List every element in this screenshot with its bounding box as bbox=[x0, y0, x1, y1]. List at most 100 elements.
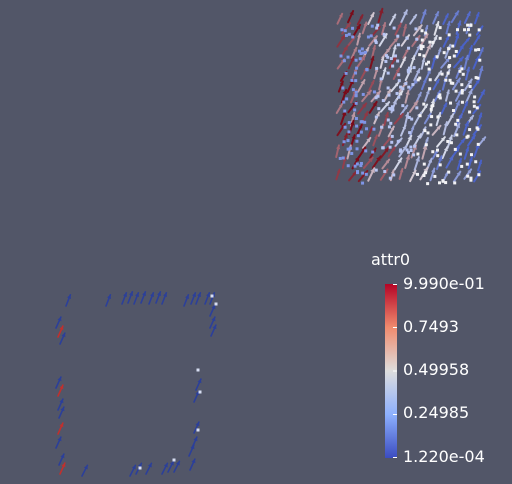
cube-arrow-glyph-head bbox=[428, 158, 433, 163]
cube-point-glyph bbox=[386, 71, 390, 75]
color-legend-title: attr0 bbox=[371, 250, 411, 269]
outline-arrow-glyph-head bbox=[185, 294, 190, 299]
cube-arrow-glyph-head bbox=[455, 147, 459, 152]
cube-point-glyph bbox=[431, 103, 435, 107]
cube-arrow-glyph-head bbox=[392, 100, 397, 105]
cube-point-glyph bbox=[478, 58, 482, 62]
cube-arrow-glyph-head bbox=[391, 147, 395, 152]
cube-arrow-glyph-head bbox=[480, 90, 485, 96]
cube-arrow-glyph-head bbox=[479, 26, 483, 30]
outline-arrow-glyph-head bbox=[147, 463, 152, 468]
outline-arrow-glyph-head bbox=[197, 379, 202, 384]
cube-arrow-glyph-head bbox=[478, 113, 483, 118]
cube-arrow-glyph-head bbox=[464, 55, 470, 61]
cube-arrow-glyph-head bbox=[434, 22, 440, 27]
cube-point-glyph bbox=[440, 72, 444, 76]
glyph-outline-square[interactable] bbox=[55, 291, 218, 477]
cube-point-glyph bbox=[415, 37, 419, 41]
cube-point-glyph bbox=[390, 105, 394, 109]
cube-point-glyph bbox=[358, 57, 362, 61]
cube-arrow-glyph-head bbox=[466, 12, 471, 17]
cube-point-glyph bbox=[424, 171, 428, 175]
cube-point-glyph bbox=[361, 92, 365, 96]
cube-point-glyph bbox=[340, 28, 344, 32]
cube-point-glyph bbox=[452, 54, 456, 58]
outline-point-glyph bbox=[138, 466, 142, 470]
cube-point-glyph bbox=[455, 28, 459, 32]
cube-point-glyph bbox=[384, 59, 388, 63]
cube-point-glyph bbox=[343, 125, 347, 129]
cube-arrow-glyph-head bbox=[372, 101, 377, 107]
cube-point-glyph bbox=[469, 176, 473, 180]
cube-point-glyph bbox=[354, 117, 358, 121]
cube-arrow-glyph-head bbox=[427, 113, 431, 118]
cube-point-glyph bbox=[422, 54, 426, 58]
cube-arrow-glyph-head bbox=[454, 11, 459, 16]
cube-point-glyph bbox=[446, 139, 450, 143]
cube-point-glyph bbox=[454, 89, 458, 93]
cube-point-glyph bbox=[428, 78, 432, 82]
cube-arrow-glyph-head bbox=[455, 78, 460, 83]
cube-arrow-glyph-head bbox=[422, 79, 427, 83]
cube-arrow-glyph-head bbox=[380, 57, 385, 61]
cube-arrow-glyph-head bbox=[411, 55, 416, 61]
cube-point-glyph bbox=[342, 140, 346, 144]
cube-point-glyph bbox=[388, 176, 392, 180]
cube-point-glyph bbox=[401, 104, 405, 108]
cube-arrow-glyph-head bbox=[468, 45, 473, 51]
cube-arrow-glyph-head bbox=[421, 10, 427, 15]
cube-arrow-glyph-head bbox=[393, 38, 398, 43]
cube-arrow-glyph-head bbox=[445, 36, 450, 41]
cube-arrow-glyph-head bbox=[455, 123, 461, 129]
outline-arrow-glyph-head bbox=[195, 391, 200, 396]
glyph-cube[interactable] bbox=[335, 7, 487, 186]
cube-point-glyph bbox=[444, 78, 448, 82]
cube-point-glyph bbox=[407, 66, 411, 70]
cube-point-glyph bbox=[387, 125, 391, 129]
cube-arrow-glyph-head bbox=[431, 168, 436, 173]
color-legend-min-label: 1.220e-04 bbox=[403, 447, 485, 466]
cube-point-glyph bbox=[346, 55, 350, 59]
cube-arrow-glyph-head bbox=[343, 45, 348, 51]
cube-arrow-glyph-head bbox=[464, 102, 468, 106]
cube-point-glyph bbox=[472, 100, 476, 104]
cube-point-glyph bbox=[386, 55, 390, 59]
cube-point-glyph bbox=[341, 86, 345, 90]
cube-arrow-glyph-head bbox=[410, 126, 415, 130]
cube-point-glyph bbox=[377, 107, 381, 111]
cube-point-glyph bbox=[392, 173, 396, 177]
outline-point-glyph bbox=[196, 368, 200, 372]
cube-arrow-glyph-head bbox=[444, 172, 449, 176]
cube-point-glyph bbox=[380, 125, 384, 129]
cube-point-glyph bbox=[427, 67, 431, 71]
cube-point-glyph bbox=[469, 153, 473, 157]
cube-arrow-glyph-head bbox=[358, 124, 363, 129]
cube-arrow-glyph-head bbox=[423, 104, 428, 109]
cube-arrow-glyph-head bbox=[335, 145, 341, 150]
cube-point-glyph bbox=[469, 178, 473, 182]
cube-point-glyph bbox=[466, 174, 470, 178]
cube-arrow-glyph-head bbox=[425, 137, 429, 142]
cube-point-glyph bbox=[415, 106, 419, 110]
cube-point-glyph bbox=[438, 163, 442, 167]
cube-point-glyph bbox=[356, 134, 360, 138]
cube-point-glyph bbox=[468, 128, 472, 132]
cube-point-glyph bbox=[430, 115, 434, 119]
cube-arrow-glyph-head bbox=[370, 13, 375, 18]
cube-point-glyph bbox=[419, 47, 423, 51]
cube-arrow-glyph-head bbox=[412, 14, 417, 19]
cube-arrow-glyph-head bbox=[456, 21, 462, 26]
cube-point-glyph bbox=[476, 76, 480, 80]
cube-point-glyph bbox=[351, 26, 355, 30]
cube-point-glyph bbox=[407, 46, 411, 50]
cube-arrow-glyph-head bbox=[421, 58, 426, 63]
cube-arrow-glyph-head bbox=[375, 91, 381, 96]
outline-point-glyph bbox=[214, 302, 218, 306]
outline-arrow-glyph-head bbox=[192, 292, 197, 297]
cube-arrow-glyph-head bbox=[443, 103, 447, 108]
cube-point-glyph bbox=[405, 36, 409, 40]
color-legend-mid-label: 0.49958 bbox=[403, 360, 470, 379]
cube-point-glyph bbox=[389, 57, 393, 61]
